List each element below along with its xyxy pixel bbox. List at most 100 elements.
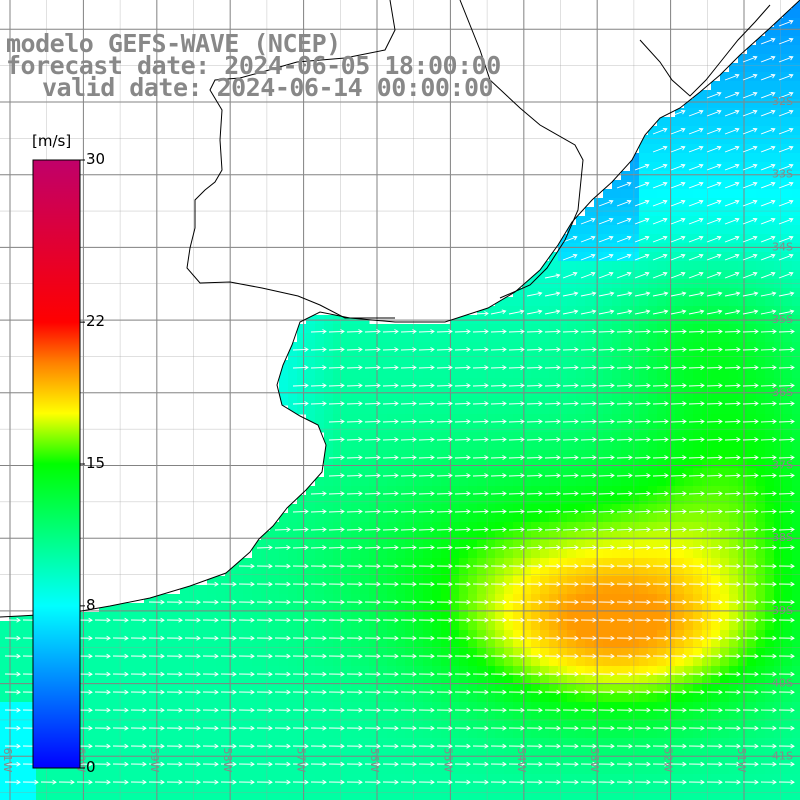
field-cell xyxy=(450,720,460,730)
field-cell xyxy=(756,225,766,235)
field-cell xyxy=(513,306,523,316)
field-cell xyxy=(405,594,415,604)
field-cell xyxy=(387,684,397,694)
field-cell xyxy=(468,549,478,559)
field-cell xyxy=(720,684,730,694)
field-cell xyxy=(648,405,658,415)
field-cell xyxy=(729,693,739,703)
field-cell xyxy=(495,585,505,595)
field-cell xyxy=(450,369,460,379)
field-cell xyxy=(486,567,496,577)
wind-arrow xyxy=(472,473,489,478)
field-cell xyxy=(495,657,505,667)
field-cell xyxy=(315,612,325,622)
field-cell xyxy=(477,468,487,478)
field-cell xyxy=(306,711,316,721)
field-cell xyxy=(252,666,262,676)
field-cell xyxy=(684,396,694,406)
field-cell xyxy=(81,630,91,640)
field-cell xyxy=(792,783,800,793)
field-cell xyxy=(423,369,433,379)
field-cell xyxy=(720,351,730,361)
field-cell xyxy=(297,342,307,352)
field-cell xyxy=(315,414,325,424)
wind-arrow xyxy=(652,235,668,243)
field-cell xyxy=(279,720,289,730)
field-cell xyxy=(477,702,487,712)
field-cell xyxy=(630,531,640,541)
field-cell xyxy=(603,459,613,469)
field-cell xyxy=(234,711,244,721)
field-cell xyxy=(783,612,793,622)
field-cell xyxy=(612,729,622,739)
field-cell xyxy=(324,423,334,433)
field-cell xyxy=(513,693,523,703)
field-cell xyxy=(27,612,37,622)
field-cell xyxy=(495,306,505,316)
field-cell xyxy=(702,657,712,667)
field-cell xyxy=(720,495,730,505)
field-cell xyxy=(567,558,577,568)
field-cell xyxy=(720,450,730,460)
field-cell xyxy=(657,648,667,658)
field-cell xyxy=(360,639,370,649)
field-cell xyxy=(774,351,784,361)
field-cell xyxy=(720,216,730,226)
field-cell xyxy=(198,702,208,712)
field-cell xyxy=(756,135,766,145)
field-cell xyxy=(567,432,577,442)
wind-arrow xyxy=(670,509,687,514)
field-cell xyxy=(477,540,487,550)
field-cell xyxy=(648,360,658,370)
field-cell xyxy=(549,729,559,739)
field-cell xyxy=(657,450,667,460)
field-cell xyxy=(153,693,163,703)
field-cell xyxy=(711,594,721,604)
field-cell xyxy=(297,405,307,415)
field-cell xyxy=(738,657,748,667)
field-cell xyxy=(315,360,325,370)
field-cell xyxy=(414,558,424,568)
field-cell xyxy=(522,306,532,316)
field-cell xyxy=(558,720,568,730)
wind-arrow xyxy=(274,545,291,550)
field-cell xyxy=(585,729,595,739)
field-cell xyxy=(297,540,307,550)
field-cell xyxy=(270,567,280,577)
field-cell xyxy=(126,621,136,631)
field-cell xyxy=(657,405,667,415)
field-cell xyxy=(792,423,800,433)
field-cell xyxy=(153,630,163,640)
field-cell xyxy=(171,693,181,703)
field-cell xyxy=(315,387,325,397)
field-cell xyxy=(54,765,64,775)
wind-arrow xyxy=(364,383,381,388)
field-cell xyxy=(495,738,505,748)
field-cell xyxy=(531,720,541,730)
field-cell xyxy=(765,549,775,559)
field-cell xyxy=(774,135,784,145)
wind-arrow xyxy=(724,291,741,297)
field-cell xyxy=(576,486,586,496)
wind-arrow xyxy=(616,199,632,207)
field-cell xyxy=(558,387,568,397)
field-cell xyxy=(234,738,244,748)
field-cell xyxy=(261,558,271,568)
field-cell xyxy=(396,702,406,712)
field-cell xyxy=(783,639,793,649)
field-cell xyxy=(342,684,352,694)
field-cell xyxy=(396,594,406,604)
field-cell xyxy=(495,792,505,800)
wind-arrow xyxy=(706,383,723,388)
field-cell xyxy=(657,756,667,766)
field-cell xyxy=(684,558,694,568)
field-cell xyxy=(216,585,226,595)
field-cell xyxy=(504,522,514,532)
field-cell xyxy=(747,405,757,415)
field-cell xyxy=(495,693,505,703)
field-cell xyxy=(99,729,109,739)
field-cell xyxy=(387,783,397,793)
field-cell xyxy=(630,567,640,577)
field-cell xyxy=(216,783,226,793)
field-cell xyxy=(765,405,775,415)
